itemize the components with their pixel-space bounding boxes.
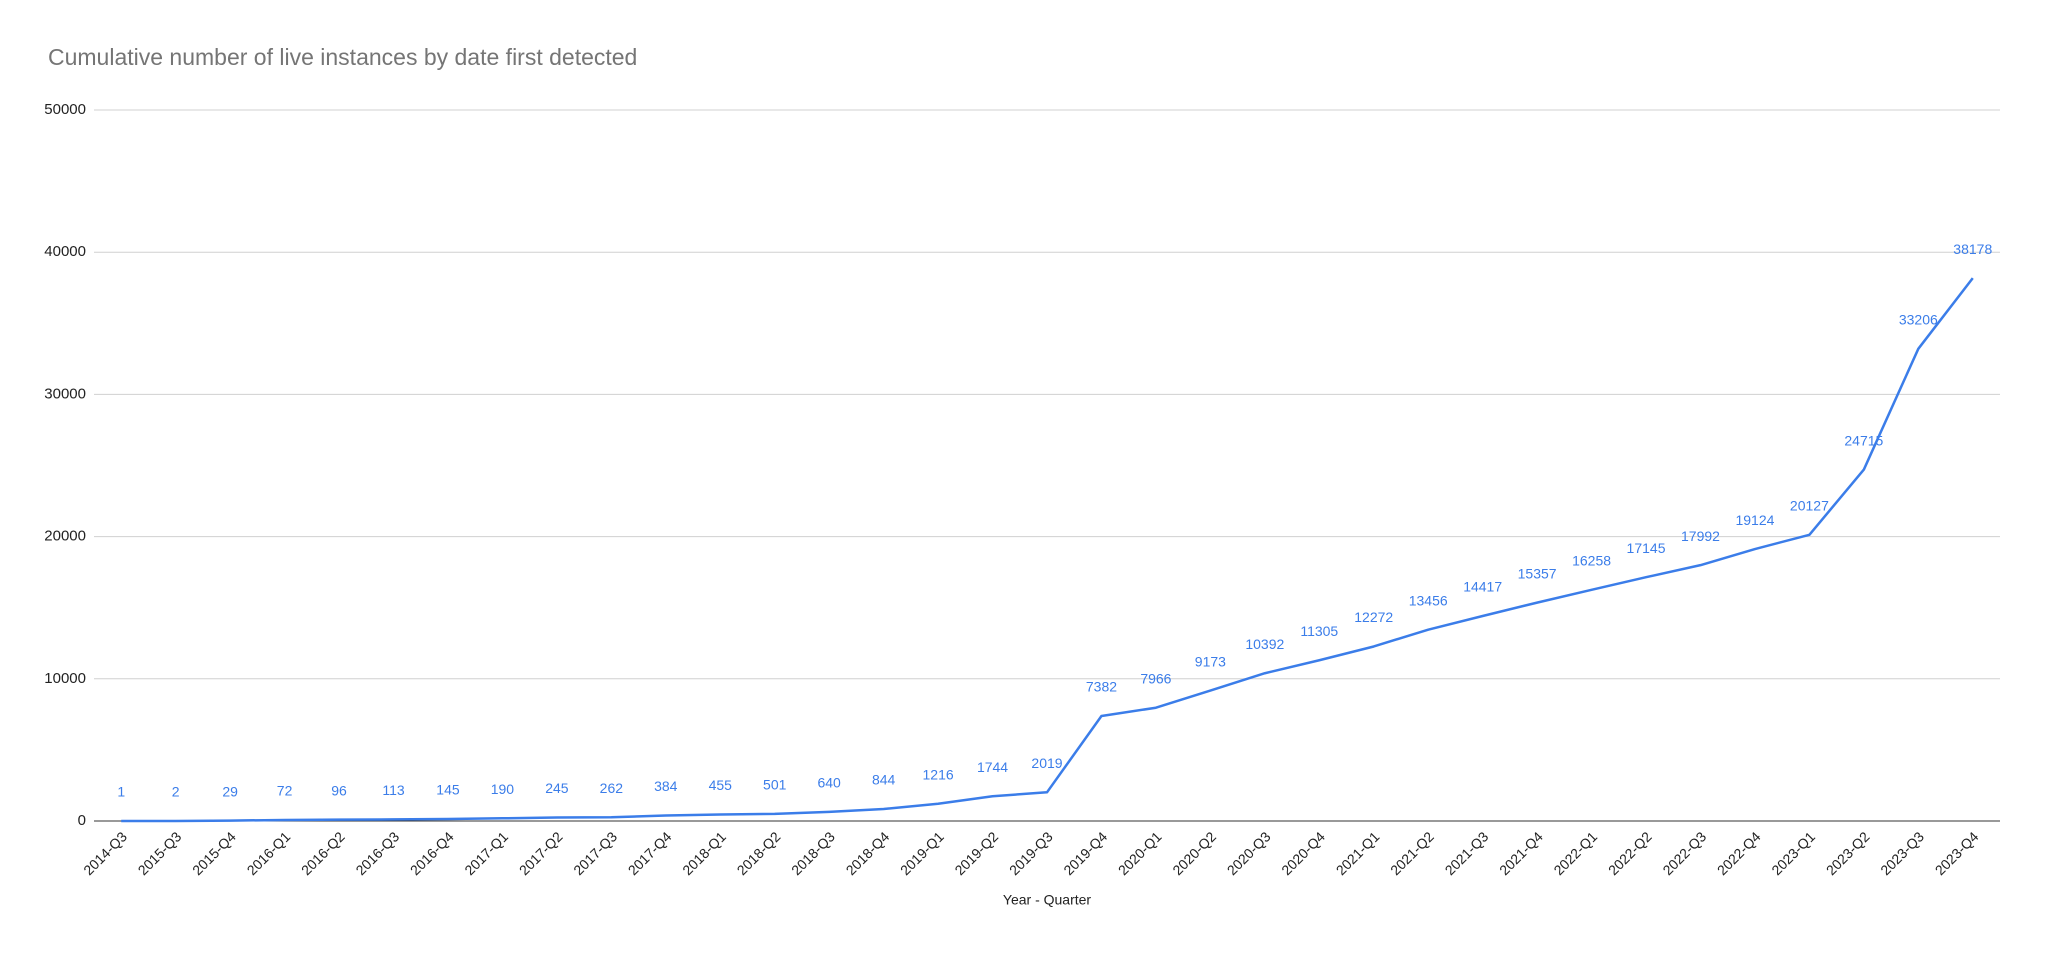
value-label: 19124: [1735, 512, 1774, 528]
x-tick-label: 2021-Q2: [1387, 828, 1437, 878]
x-tick-label: 2018-Q3: [788, 828, 838, 878]
x-tick-label: 2019-Q4: [1060, 828, 1110, 878]
x-tick-label: 2016-Q2: [298, 828, 348, 878]
x-tick-label: 2018-Q4: [843, 828, 893, 878]
y-tick-label: 10000: [44, 670, 86, 687]
x-tick-label: 2023-Q2: [1823, 828, 1873, 878]
value-label: 38178: [1953, 241, 1992, 257]
value-label: 1: [117, 784, 125, 800]
x-tick-label: 2014-Q3: [80, 828, 130, 878]
value-label: 10392: [1245, 636, 1284, 652]
x-tick-label: 2017-Q4: [625, 828, 675, 878]
x-axis-title: Year - Quarter: [1003, 892, 1092, 908]
x-tick-label: 2021-Q3: [1442, 828, 1492, 878]
x-tick-label: 2017-Q3: [570, 828, 620, 878]
x-tick-label: 2016-Q3: [352, 828, 402, 878]
value-label: 17992: [1681, 528, 1720, 544]
value-label: 1744: [977, 759, 1008, 775]
x-tick-label: 2019-Q1: [897, 828, 947, 878]
value-label: 33206: [1899, 312, 1938, 328]
value-label: 501: [763, 777, 787, 793]
value-label: 14417: [1463, 579, 1502, 595]
value-label: 11305: [1300, 623, 1338, 639]
x-tick-label: 2016-Q1: [243, 828, 293, 878]
x-tick-label: 2020-Q3: [1224, 828, 1274, 878]
x-tick-label: 2021-Q4: [1496, 828, 1546, 878]
y-tick-label: 0: [78, 812, 86, 829]
value-label: 7966: [1140, 670, 1171, 686]
value-label: 15357: [1518, 565, 1557, 581]
y-tick-label: 40000: [44, 243, 86, 260]
value-label: 844: [872, 772, 896, 788]
chart-title: Cumulative number of live instances by d…: [48, 44, 637, 70]
x-tick-label: 2020-Q2: [1169, 828, 1219, 878]
x-tick-label: 2015-Q3: [135, 828, 185, 878]
value-label: 12272: [1354, 609, 1393, 625]
value-label: 113: [382, 782, 405, 798]
x-tick-label: 2023-Q1: [1768, 828, 1818, 878]
value-label: 13456: [1409, 592, 1448, 608]
y-tick-label: 20000: [44, 528, 86, 545]
value-label: 640: [817, 775, 841, 791]
x-tick-label: 2018-Q1: [679, 828, 729, 878]
x-tick-label: 2022-Q1: [1550, 828, 1600, 878]
x-tick-label: 2019-Q2: [951, 828, 1001, 878]
value-label: 9173: [1195, 653, 1226, 669]
value-label: 72: [277, 783, 293, 799]
value-label: 24715: [1844, 432, 1883, 448]
value-label: 17145: [1627, 540, 1666, 556]
value-label: 29: [222, 783, 238, 799]
x-tick-label: 2022-Q3: [1659, 828, 1709, 878]
x-tick-label: 2023-Q4: [1932, 828, 1982, 878]
value-label: 190: [491, 781, 515, 797]
x-tick-label: 2017-Q1: [461, 828, 511, 878]
x-tick-label: 2018-Q2: [734, 828, 784, 878]
x-tick-label: 2015-Q4: [189, 828, 239, 878]
value-label: 145: [436, 782, 460, 798]
x-tick-label: 2020-Q1: [1115, 828, 1165, 878]
x-tick-label: 2023-Q3: [1877, 828, 1927, 878]
value-label: 384: [654, 778, 678, 794]
value-label: 96: [331, 782, 347, 798]
x-tick-label: 2016-Q4: [407, 828, 457, 878]
x-tick-label: 2022-Q2: [1605, 828, 1655, 878]
x-tick-label: 2022-Q4: [1714, 828, 1764, 878]
y-tick-label: 30000: [44, 385, 86, 402]
value-label: 2: [172, 784, 180, 800]
value-label: 1216: [923, 766, 954, 782]
data-line: [121, 277, 1974, 823]
x-tick-label: 2017-Q2: [516, 828, 566, 878]
value-label: 16258: [1572, 553, 1611, 569]
value-label: 7382: [1086, 679, 1117, 695]
value-label: 245: [545, 780, 569, 796]
value-label: 262: [600, 780, 624, 796]
x-tick-label: 2019-Q3: [1006, 828, 1056, 878]
value-label: 2019: [1031, 755, 1062, 771]
y-tick-label: 50000: [44, 101, 86, 118]
x-tick-label: 2021-Q1: [1333, 828, 1383, 878]
value-label: 20127: [1790, 497, 1829, 513]
value-label: 455: [709, 777, 733, 793]
x-tick-label: 2020-Q4: [1278, 828, 1328, 878]
